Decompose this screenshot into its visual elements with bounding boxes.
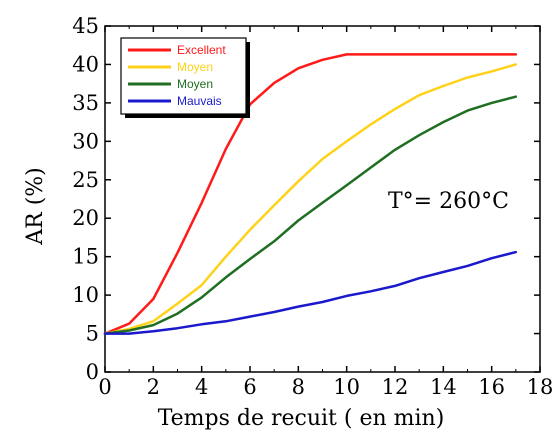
y-tick-label: 15 bbox=[72, 245, 99, 269]
series-lines bbox=[103, 53, 518, 335]
legend-label: Mauvais bbox=[177, 94, 222, 108]
x-tick-label: 12 bbox=[382, 375, 409, 399]
axes: 0 5 10 15 20 25 30 35 40 45 0 2 4 6 8 10 12 14 16 18 bbox=[72, 14, 553, 399]
legend: Excellent Moyen Moyen Mauvais bbox=[120, 37, 250, 118]
legend-label: Moyen bbox=[177, 77, 213, 91]
y-tick-label: 25 bbox=[72, 168, 99, 192]
y-tick-label: 5 bbox=[86, 322, 99, 346]
temperature-annotation: T°= 260°C bbox=[388, 189, 509, 214]
x-tick-label: 10 bbox=[333, 375, 360, 399]
legend-label: Moyen bbox=[177, 60, 213, 74]
x-tick-label: 4 bbox=[195, 375, 208, 399]
series-line-mauvais-3 bbox=[103, 250, 518, 335]
series-line-moyen-1 bbox=[103, 63, 518, 335]
y-tick-label: 30 bbox=[72, 129, 99, 153]
x-tick-label: 8 bbox=[292, 375, 305, 399]
y-tick-label: 45 bbox=[72, 14, 99, 38]
x-tick-label: 16 bbox=[478, 375, 505, 399]
y-tick-label: 20 bbox=[72, 206, 99, 230]
x-tick-label: 0 bbox=[98, 375, 111, 399]
x-tick-label: 6 bbox=[243, 375, 256, 399]
y-tick-label: 10 bbox=[72, 283, 99, 307]
y-tick-label: 35 bbox=[72, 91, 99, 115]
series-line-moyen-2 bbox=[103, 95, 518, 335]
legend-label: Excellent bbox=[177, 43, 226, 57]
x-tick-label: 18 bbox=[527, 375, 554, 399]
x-axis-title: Temps de recuit ( en min) bbox=[158, 406, 445, 431]
x-tick-label: 2 bbox=[147, 375, 160, 399]
y-tick-label: 0 bbox=[86, 360, 99, 384]
x-tick-label: 14 bbox=[430, 375, 457, 399]
y-tick-label: 40 bbox=[72, 52, 99, 76]
series-line-excellent-0 bbox=[103, 53, 518, 335]
y-axis-title: AR (%) bbox=[23, 167, 48, 246]
